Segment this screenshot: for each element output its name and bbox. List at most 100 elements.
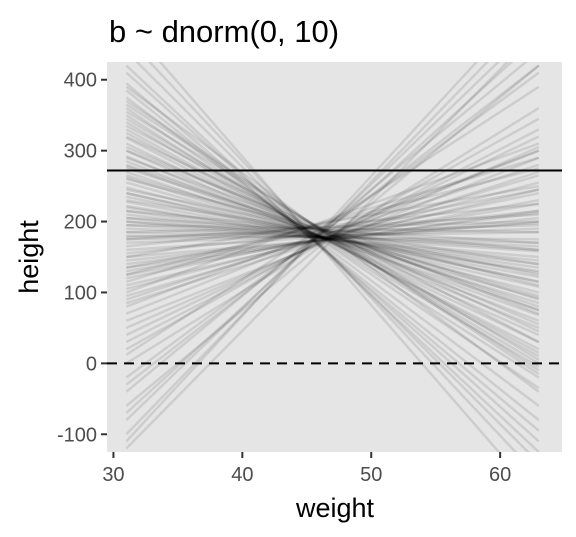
series-line-3 xyxy=(125,62,479,443)
series-line-34 xyxy=(126,209,539,269)
x-tick-label: 40 xyxy=(231,464,253,486)
series-line-97 xyxy=(125,117,540,365)
series-line-2 xyxy=(125,62,514,414)
y-axis: -100 0 100 200 300 400 xyxy=(57,70,107,446)
series-line-54 xyxy=(125,89,540,422)
series-line-64 xyxy=(125,142,540,294)
series-line-1 xyxy=(125,85,540,356)
series-line-98 xyxy=(125,103,540,372)
y-tick-label: -100 xyxy=(57,424,97,446)
series-line-78 xyxy=(125,156,540,312)
chart-title: b ~ dnorm(0, 10) xyxy=(109,14,339,49)
series-line-7 xyxy=(125,145,540,330)
y-axis-title: height xyxy=(14,220,44,294)
series-layer xyxy=(125,62,540,452)
series-line-82 xyxy=(125,110,540,361)
series-line-28 xyxy=(126,230,539,245)
series-line-23 xyxy=(126,220,539,259)
series-line-53 xyxy=(125,96,540,407)
series-line-21 xyxy=(126,211,539,266)
series-line-41 xyxy=(125,176,540,305)
series-line-66 xyxy=(126,167,540,276)
series-line-94 xyxy=(125,163,540,308)
series-line-81 xyxy=(125,124,540,344)
series-line-79 xyxy=(125,145,540,326)
series-line-25 xyxy=(126,227,539,245)
y-tick-label: 300 xyxy=(64,141,97,163)
series-line-50 xyxy=(125,121,540,368)
series-line-32 xyxy=(126,216,539,262)
series-line-92 xyxy=(126,191,540,284)
series-line-87 xyxy=(126,188,540,269)
series-line-19 xyxy=(126,202,540,273)
series-line-93 xyxy=(125,174,540,298)
series-line-80 xyxy=(125,135,540,333)
series-line-59 xyxy=(158,62,501,452)
y-tick-label: 100 xyxy=(64,282,97,304)
series-line-91 xyxy=(126,206,539,273)
series-line-24 xyxy=(126,221,539,252)
series-line-89 xyxy=(126,223,539,239)
series-line-72 xyxy=(126,216,539,245)
series-line-29 xyxy=(126,227,539,248)
y-tick-label: 200 xyxy=(64,212,97,234)
series-line-52 xyxy=(125,107,540,390)
series-line-71 xyxy=(126,223,539,234)
series-line-76 xyxy=(126,177,540,287)
series-line-73 xyxy=(126,209,539,252)
series-line-69 xyxy=(126,213,539,241)
series-line-11 xyxy=(125,117,540,351)
series-line-55 xyxy=(125,82,540,432)
x-axis: 30 40 50 60 xyxy=(102,452,511,486)
series-line-75 xyxy=(126,188,540,276)
series-line-86 xyxy=(125,170,540,305)
series-line-63 xyxy=(125,149,540,315)
series-line-18 xyxy=(126,199,540,276)
series-line-40 xyxy=(125,181,540,300)
series-line-60 xyxy=(125,64,540,386)
series-line-39 xyxy=(126,186,540,294)
reference-lines xyxy=(107,169,562,365)
series-line-37 xyxy=(126,195,540,284)
series-line-38 xyxy=(126,191,540,289)
series-line-17 xyxy=(126,191,540,280)
series-line-27 xyxy=(126,234,539,241)
y-tick-label: 0 xyxy=(86,353,97,375)
series-line-9 xyxy=(125,64,540,407)
series-line-100 xyxy=(125,71,540,443)
x-tick-label: 50 xyxy=(360,464,382,486)
series-line-16 xyxy=(126,188,540,287)
series-line-15 xyxy=(126,181,540,291)
series-line-48 xyxy=(125,136,540,351)
series-line-36 xyxy=(126,200,540,279)
x-tick-label: 30 xyxy=(102,464,124,486)
series-line-84 xyxy=(125,62,501,421)
series-line-33 xyxy=(126,213,539,266)
x-axis-title: weight xyxy=(295,493,375,523)
series-line-47 xyxy=(125,142,540,344)
series-line-31 xyxy=(126,220,539,259)
series-line-42 xyxy=(125,170,540,312)
series-line-99 xyxy=(125,85,540,393)
series-line-30 xyxy=(126,223,539,253)
series-line-22 xyxy=(126,216,539,262)
series-line-58 xyxy=(147,62,518,452)
series-line-35 xyxy=(126,204,539,274)
series-line-49 xyxy=(125,128,540,358)
series-line-95 xyxy=(125,149,540,315)
series-line-10 xyxy=(125,107,540,365)
series-line-51 xyxy=(125,114,540,379)
series-line-90 xyxy=(126,220,539,252)
series-line-5 xyxy=(125,62,510,450)
series-line-77 xyxy=(125,167,540,301)
series-line-68 xyxy=(126,202,539,248)
series-line-20 xyxy=(126,209,539,269)
series-line-13 xyxy=(125,163,540,301)
series-line-88 xyxy=(126,209,539,255)
series-line-4 xyxy=(125,62,528,393)
series-line-45 xyxy=(125,155,540,330)
series-line-43 xyxy=(125,165,540,317)
series-line-56 xyxy=(125,64,540,452)
series-line-67 xyxy=(126,184,540,259)
